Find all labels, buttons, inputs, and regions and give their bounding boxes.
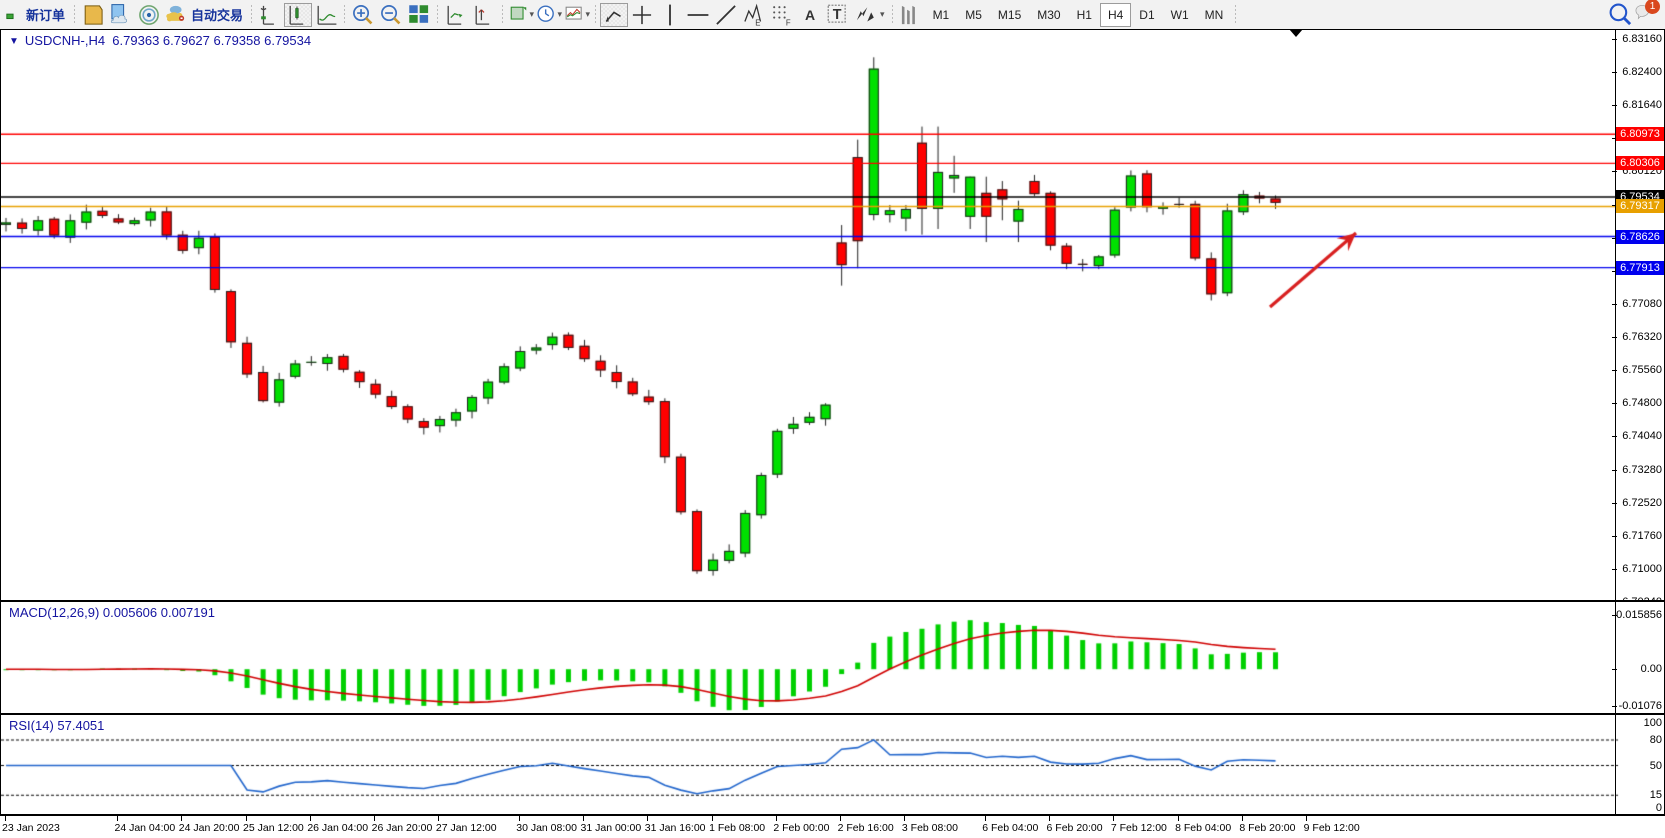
svg-text:T: T: [833, 6, 842, 22]
svg-text:F: F: [786, 18, 791, 27]
svg-text:E: E: [755, 18, 760, 27]
